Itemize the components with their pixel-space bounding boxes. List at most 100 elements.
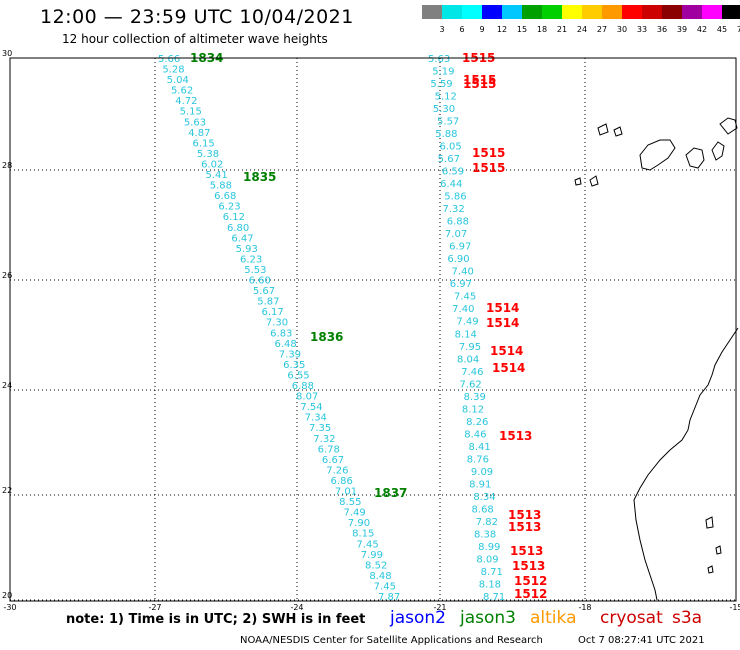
scale-label: 42 (696, 25, 708, 34)
scale-swatch (462, 5, 482, 19)
swh-value: 8.41 (468, 442, 490, 453)
credit-line: NOAA/NESDIS Center for Satellite Applica… (240, 635, 543, 646)
canary-island (719, 117, 738, 135)
scale-swatch (702, 5, 722, 19)
pass-number: 1515 (472, 161, 505, 175)
swh-value: 8.76 (467, 454, 489, 465)
scale-label: 39 (676, 25, 688, 34)
swh-value: 8.48 (369, 571, 391, 582)
scale-swatch (422, 5, 442, 19)
swh-value: 6.83 (270, 328, 292, 339)
swh-value: 6.97 (449, 242, 471, 253)
swh-value: 7.45 (454, 292, 476, 303)
swh-value: 6.17 (262, 307, 284, 318)
canary-island (589, 175, 599, 187)
swh-value: 6.23 (218, 202, 240, 213)
pass-number: 1514 (492, 361, 525, 375)
swh-value: 8.55 (339, 497, 361, 508)
swh-value: 7.01 (335, 487, 357, 498)
swh-value: 5.59 (430, 79, 452, 90)
swh-value: 6.44 (440, 179, 462, 190)
pass-number: 1515 (463, 77, 496, 91)
swh-value: 7.32 (443, 204, 465, 215)
swh-value: 6.67 (322, 455, 344, 466)
swh-value: 5.28 (162, 65, 184, 76)
pass-number: 1513 (499, 429, 532, 443)
swh-value: 7.35 (309, 423, 331, 434)
swh-value: 6.23 (240, 254, 262, 265)
lon-tick-label: -15 (729, 603, 740, 612)
swh-value: 6.86 (331, 476, 353, 487)
swh-value: 7.45 (374, 581, 396, 592)
swh-value: 5.88 (210, 181, 232, 192)
swh-value: 6.02 (201, 159, 223, 170)
scale-swatch (622, 5, 642, 19)
swh-value: 6.35 (283, 360, 305, 371)
lon-tick-label: -21 (433, 603, 446, 612)
lat-tick-label: 20 (2, 591, 12, 600)
swh-value: 5.41 (205, 170, 227, 181)
swh-value: 8.07 (296, 392, 318, 403)
swh-value: 6.59 (442, 167, 464, 178)
swh-value: 8.12 (462, 404, 484, 415)
swh-value: 7.46 (461, 367, 483, 378)
lat-tick-label: 30 (2, 49, 12, 58)
satellite-label: cryosat (600, 608, 663, 628)
lon-tick-label: -30 (3, 603, 16, 612)
swh-value: 7.95 (459, 342, 481, 353)
swh-value: 5.62 (171, 86, 193, 97)
swh-value: 5.38 (197, 149, 219, 160)
swh-value: 7.62 (459, 379, 481, 390)
swh-value: 5.30 (433, 104, 455, 115)
lon-tick-label: -27 (148, 603, 161, 612)
swh-value: 8.18 (479, 579, 501, 590)
graticule: 30 28 26 24 22 20 -30 -27 -24 -21 -18 -15 (2, 49, 740, 612)
swh-value: 8.09 (476, 554, 498, 565)
scale-label: 27 (596, 25, 608, 34)
scale-label: 30 (616, 25, 628, 34)
swh-value: 6.15 (193, 138, 215, 149)
swh-value: 5.86 (444, 192, 466, 203)
swh-value: 7.07 (445, 229, 467, 240)
satellite-label: jason2 (390, 608, 446, 628)
swh-value: 6.05 (439, 142, 461, 153)
scale-label: 33 (636, 25, 648, 34)
scale-swatch (582, 5, 602, 19)
scale-label: 12 (496, 25, 508, 34)
swh-value: 7.39 (279, 349, 301, 360)
swh-value: 8.26 (466, 417, 488, 428)
scale-label: 6 (459, 25, 465, 34)
scale-label: 3 (439, 25, 445, 34)
swh-value: 5.12 (435, 92, 457, 103)
canary-island (613, 126, 623, 137)
pass-number: 1836 (310, 330, 343, 344)
swh-value: 5.53 (244, 265, 266, 276)
map-subtitle: 12 hour collection of altimeter wave hei… (62, 32, 328, 46)
swh-value: 8.71 (481, 567, 503, 578)
african-coastline (633, 327, 739, 601)
swh-value: 7.30 (266, 318, 288, 329)
scale-label: 15 (516, 25, 528, 34)
canary-island (597, 123, 609, 136)
swh-value: 5.63 (428, 54, 450, 65)
swh-value: 5.19 (432, 67, 454, 78)
map-title: 12:00 — 23:59 UTC 10/04/2021 (40, 6, 354, 28)
swh-value: 6.55 (287, 370, 309, 381)
scale-swatch (602, 5, 622, 19)
swh-value: 6.60 (249, 276, 271, 287)
scale-swatch (542, 5, 562, 19)
swh-value: 8.52 (365, 560, 387, 571)
swh-value: 8.04 (457, 354, 479, 365)
swh-value: 5.63 (184, 117, 206, 128)
scale-swatch (442, 5, 462, 19)
swh-value: 7.32 (313, 434, 335, 445)
scale-label: 9 (479, 25, 485, 34)
swh-value: 5.93 (236, 244, 258, 255)
satellite-label: altika (530, 608, 577, 628)
pass-number: 1512 (514, 587, 547, 601)
swh-value: 8.38 (474, 529, 496, 540)
scale-swatch (482, 5, 502, 19)
scale-label: 21 (556, 25, 568, 34)
scale-swatch (722, 5, 740, 19)
pass-number: 1513 (508, 520, 541, 534)
